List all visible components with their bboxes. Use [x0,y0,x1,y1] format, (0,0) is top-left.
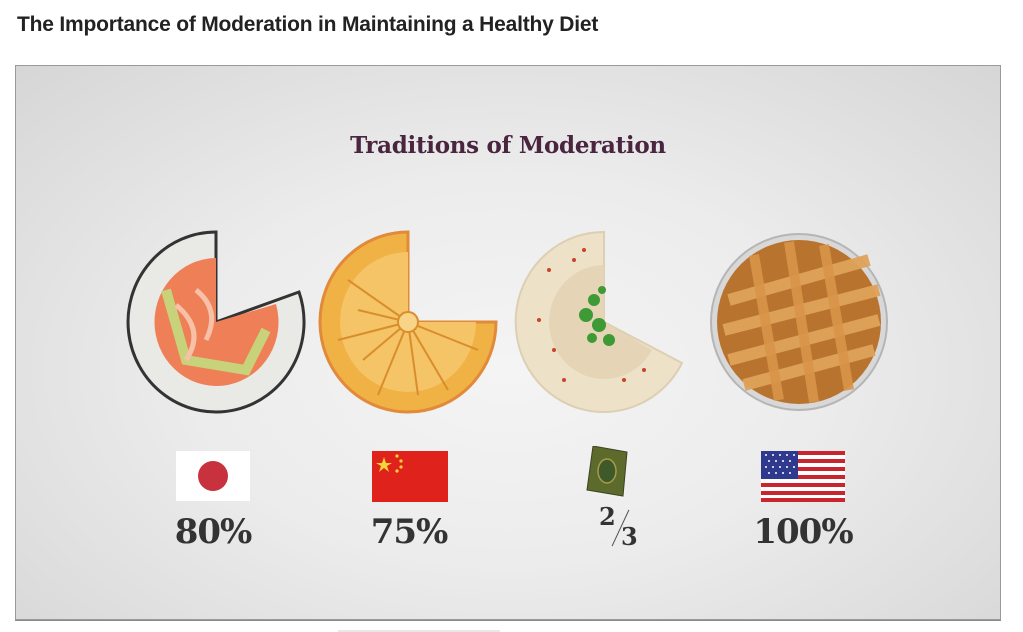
apple-pie-image [709,230,889,415]
slide-image: Traditions of Moderation [15,65,1001,620]
value-quran: 2 3 [583,502,663,552]
slide-title: Traditions of Moderation [350,132,666,159]
hummus-image [514,230,694,415]
page-title: The Importance of Moderation in Maintain… [17,13,599,36]
quran-book-icon [581,445,631,511]
bottom-scroll-indicator [338,630,500,632]
fraction-denominator: 3 [621,522,638,551]
value-china: 75% [370,512,449,552]
china-flag-icon [372,451,448,507]
value-usa: 100% [753,512,853,552]
value-japan: 80% [174,512,253,552]
mooncake-image [318,230,498,415]
fraction-numerator: 2 [599,502,616,531]
usa-flag-icon [761,451,845,507]
japan-flag-icon [176,451,250,506]
sushi-roll-image [126,230,306,415]
